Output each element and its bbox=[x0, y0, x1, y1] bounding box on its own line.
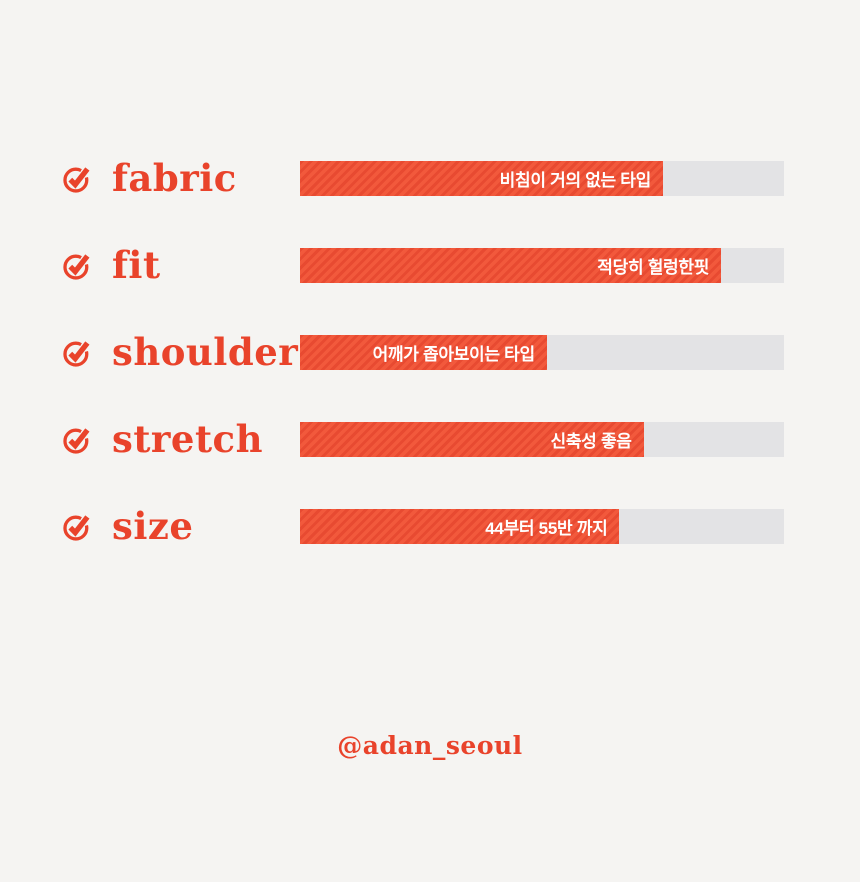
check-circle-icon bbox=[62, 511, 94, 543]
spec-value-text: 신축성 좋음 bbox=[550, 432, 632, 451]
spec-row-size: size 44부터 55반 까지 bbox=[0, 504, 860, 548]
spec-bar-track: 적당히 헐렁한핏 bbox=[300, 248, 784, 283]
spec-row-fit: fit 적당히 헐렁한핏 bbox=[0, 243, 860, 287]
spec-label: size bbox=[112, 504, 194, 548]
spec-value-text: 어깨가 좁아보이는 타입 bbox=[372, 345, 536, 364]
spec-value-text: 44부터 55반 까지 bbox=[485, 519, 608, 538]
spec-row-stretch: stretch 신축성 좋음 bbox=[0, 417, 860, 461]
instagram-handle: @adan_seoul bbox=[337, 731, 523, 760]
spec-row-shoulder: shoulder 어깨가 좁아보이는 타입 bbox=[0, 330, 860, 374]
check-circle-icon bbox=[62, 424, 94, 456]
spec-bar-fill: 적당히 헐렁한핏 bbox=[300, 248, 722, 283]
spec-bar-track: 신축성 좋음 bbox=[300, 422, 784, 457]
spec-bar-fill: 신축성 좋음 bbox=[300, 422, 644, 457]
spec-value-text: 비침이 거의 없는 타입 bbox=[499, 171, 652, 190]
check-circle-icon bbox=[62, 250, 94, 282]
spec-row-fabric: fabric 비침이 거의 없는 타입 bbox=[0, 156, 860, 200]
spec-bar-fill: 비침이 거의 없는 타입 bbox=[300, 161, 663, 196]
check-circle-icon bbox=[62, 337, 94, 369]
check-circle-icon bbox=[62, 163, 94, 195]
spec-label: fit bbox=[112, 243, 161, 287]
spec-label: stretch bbox=[112, 417, 263, 461]
spec-bar-fill: 44부터 55반 까지 bbox=[300, 509, 620, 544]
spec-bar-fill: 어깨가 좁아보이는 타입 bbox=[300, 335, 547, 370]
spec-label: shoulder bbox=[112, 330, 299, 374]
spec-value-text: 적당히 헐렁한핏 bbox=[597, 258, 710, 277]
spec-bar-track: 비침이 거의 없는 타입 bbox=[300, 161, 784, 196]
spec-label: fabric bbox=[112, 156, 237, 200]
spec-bar-track: 어깨가 좁아보이는 타입 bbox=[300, 335, 784, 370]
spec-bar-track: 44부터 55반 까지 bbox=[300, 509, 784, 544]
